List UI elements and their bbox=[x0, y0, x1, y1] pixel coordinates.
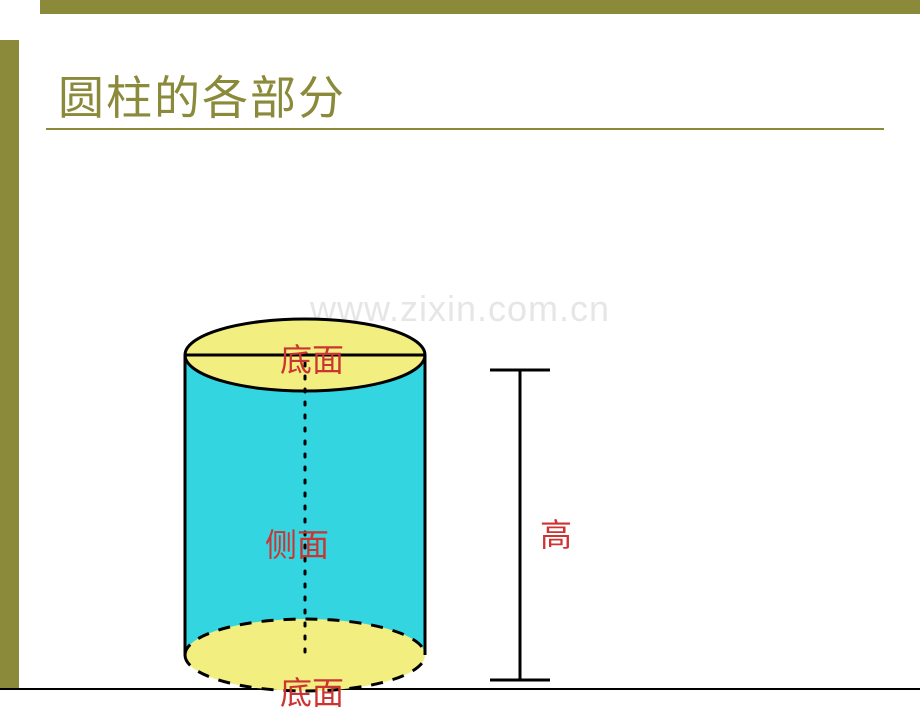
label-height: 高 bbox=[540, 510, 572, 556]
label-bottom-face: 底面 bbox=[280, 668, 344, 714]
title-underline bbox=[46, 128, 884, 130]
top-decorative-stripe bbox=[0, 0, 920, 14]
slide-title: 圆柱的各部分 bbox=[58, 62, 346, 128]
corner-white-box bbox=[0, 0, 40, 40]
cylinder-diagram: 底面 侧面 底面 高 bbox=[0, 140, 920, 680]
label-top-face: 底面 bbox=[280, 335, 344, 381]
label-side-face: 侧面 bbox=[265, 520, 329, 566]
